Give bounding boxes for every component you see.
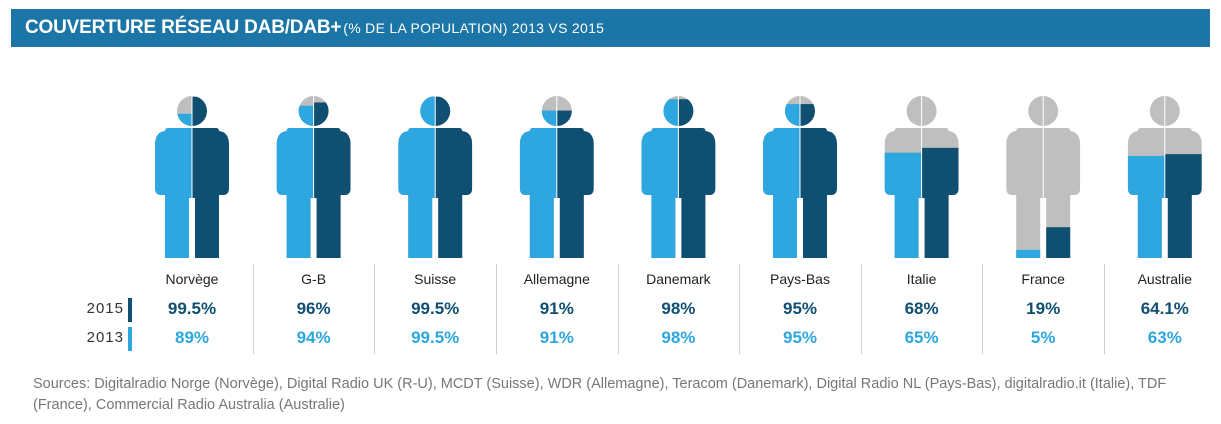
category-label: Suisse <box>414 271 457 287</box>
fill-2013 <box>641 99 679 258</box>
year-label-2015: 2015 <box>86 300 124 317</box>
column-separator <box>1104 264 1105 354</box>
fill-2013 <box>155 113 192 258</box>
year-marker-2013 <box>128 327 132 351</box>
category-label: Danemark <box>646 271 711 287</box>
column-separator <box>861 264 862 354</box>
value-label-2015: 95% <box>782 299 818 318</box>
fill-2015 <box>435 96 473 258</box>
fill-2015 <box>313 102 351 258</box>
fill-2015 <box>921 147 959 258</box>
column-separator <box>618 264 619 354</box>
value-label-2015: 68% <box>904 299 939 318</box>
fill-2015 <box>192 96 229 258</box>
person-figure <box>398 96 473 258</box>
category-label: Australie <box>1137 271 1193 287</box>
category-label: G-B <box>301 271 327 287</box>
value-label-2013: 94% <box>296 328 331 347</box>
fill-2015 <box>1043 227 1081 258</box>
value-label-2015: 98% <box>661 299 696 318</box>
value-label-2015: 19% <box>1026 299 1061 318</box>
column-separator <box>739 264 740 354</box>
uncovered-left <box>1006 96 1044 258</box>
category-label: Italie <box>906 271 937 287</box>
fill-2015 <box>800 104 837 258</box>
person-figure <box>155 96 229 258</box>
year-marker-2015 <box>128 298 132 322</box>
fill-2013 <box>519 110 557 258</box>
value-label-2013: 95% <box>782 328 818 347</box>
person-figure <box>1006 96 1081 258</box>
person-figure <box>763 96 837 258</box>
value-label-2013: 63% <box>1147 328 1182 347</box>
value-label-2015: 91% <box>539 299 574 318</box>
fill-2013 <box>276 105 314 258</box>
chart-title: COUVERTURE RÉSEAU DAB/DAB+ <box>25 17 342 38</box>
value-label-2013: 65% <box>904 328 939 347</box>
value-label-2015: 96% <box>296 299 331 318</box>
category-label: Pays-Bas <box>770 271 830 287</box>
year-label-2013: 2013 <box>86 329 124 346</box>
fill-2013 <box>1127 155 1165 258</box>
fill-2013 <box>1006 249 1044 258</box>
sources-note: Sources: Digitalradio Norge (Norvège), D… <box>33 376 1167 413</box>
value-label-2015: 64.1% <box>1140 299 1189 318</box>
category-label: France <box>1021 271 1065 287</box>
value-label-2015: 99.5% <box>167 299 217 318</box>
value-label-2013: 99.5% <box>411 328 460 347</box>
value-label-2015: 99.5% <box>411 299 460 318</box>
person-figure <box>884 96 959 258</box>
fill-2013 <box>763 104 800 258</box>
person-figure <box>641 96 716 258</box>
column-separator <box>253 264 254 354</box>
value-label-2013: 98% <box>661 328 696 347</box>
chart-subtitle: (% DE LA POPULATION) 2013 VS 2015 <box>343 20 605 36</box>
person-figure <box>519 96 594 258</box>
title-bar: COUVERTURE RÉSEAU DAB/DAB+ (% DE LA POPU… <box>11 9 1210 47</box>
column-separator <box>496 264 497 354</box>
category-label: Norvège <box>165 271 219 287</box>
person-figure <box>1127 96 1202 258</box>
column-separator <box>982 264 983 354</box>
category-label: Allemagne <box>523 271 590 287</box>
fill-2013 <box>398 96 436 258</box>
fill-2015 <box>1164 154 1202 258</box>
fill-2013 <box>884 152 922 258</box>
column-separator <box>374 264 375 354</box>
value-label-2013: 91% <box>539 328 574 347</box>
value-label-2013: 5% <box>1030 328 1056 347</box>
value-label-2013: 89% <box>174 328 210 347</box>
person-figure <box>276 96 351 258</box>
fill-2015 <box>678 99 716 258</box>
fill-2015 <box>556 110 594 258</box>
